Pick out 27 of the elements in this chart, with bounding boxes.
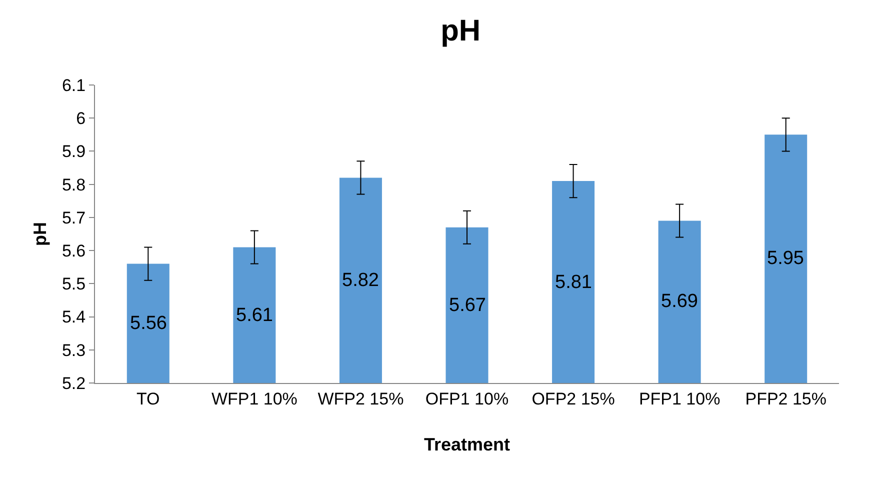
x-tick-label: OFP1 10% (425, 389, 509, 408)
y-tick-label: 5.9 (62, 142, 86, 162)
x-tick-label: OFP2 15% (532, 389, 615, 408)
data-label: 5.95 (767, 248, 804, 269)
y-tick-label: 5.6 (62, 242, 86, 261)
data-label: 5.67 (449, 295, 486, 316)
data-label: 5.56 (130, 313, 167, 334)
x-tick-label: PFP1 10% (638, 389, 720, 408)
data-label: 5.61 (236, 305, 273, 326)
y-tick-label: 5.2 (62, 374, 86, 393)
data-label: 5.81 (555, 272, 592, 293)
y-tick-label: 5.3 (62, 340, 86, 360)
y-tick-label: 5.5 (62, 274, 86, 294)
data-label: 5.69 (661, 291, 698, 312)
y-tick-label: 5.8 (62, 175, 86, 194)
y-tick-label: 6.1 (62, 76, 86, 95)
data-label: 5.82 (342, 270, 379, 291)
y-axis-title: pH (30, 222, 50, 246)
x-tick-label: WFP1 10% (211, 389, 298, 408)
y-tick-label: 6 (76, 109, 86, 128)
y-tick-label: 5.7 (62, 208, 86, 228)
x-axis-title: Treatment (424, 434, 510, 454)
y-tick-label: 5.4 (62, 308, 86, 327)
x-tick-label: TO (136, 389, 160, 408)
x-tick-label: PFP2 15% (745, 389, 826, 408)
x-tick-label: WFP2 15% (318, 389, 404, 408)
chart-title: pH (440, 14, 481, 48)
